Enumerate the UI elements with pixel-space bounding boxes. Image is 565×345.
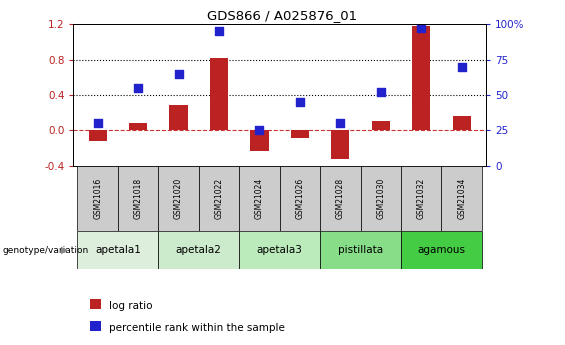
Bar <box>291 130 309 138</box>
Bar <box>250 130 268 150</box>
Bar <box>239 166 280 231</box>
Text: apetala3: apetala3 <box>257 245 303 255</box>
Bar <box>320 231 401 269</box>
Bar <box>401 166 441 231</box>
Bar <box>210 58 228 130</box>
Text: log ratio: log ratio <box>109 301 153 311</box>
Bar <box>331 130 349 158</box>
Bar <box>129 123 147 130</box>
Bar <box>412 26 431 130</box>
Bar <box>77 231 158 269</box>
Bar <box>77 166 118 231</box>
Text: GSM21022: GSM21022 <box>215 178 224 219</box>
Bar <box>158 231 239 269</box>
Bar <box>320 166 360 231</box>
Bar <box>158 166 199 231</box>
Point <box>134 85 143 90</box>
Point <box>295 99 305 105</box>
Text: GSM21020: GSM21020 <box>174 178 183 219</box>
Text: GSM21016: GSM21016 <box>93 178 102 219</box>
Text: GSM21018: GSM21018 <box>134 178 142 219</box>
Text: apetala1: apetala1 <box>95 245 141 255</box>
Bar <box>360 166 401 231</box>
Text: GSM21032: GSM21032 <box>417 178 425 219</box>
Text: percentile rank within the sample: percentile rank within the sample <box>109 323 285 333</box>
Text: GSM21030: GSM21030 <box>376 178 385 219</box>
Bar <box>441 166 482 231</box>
Text: GDS866 / A025876_01: GDS866 / A025876_01 <box>207 9 358 22</box>
Bar <box>170 106 188 130</box>
Bar <box>280 166 320 231</box>
Text: GSM21034: GSM21034 <box>457 178 466 219</box>
Point <box>457 64 466 69</box>
Text: ▶: ▶ <box>61 245 68 255</box>
Bar <box>372 121 390 130</box>
Point <box>336 120 345 126</box>
Bar <box>118 166 158 231</box>
Text: pistillata: pistillata <box>338 245 383 255</box>
Bar <box>199 166 239 231</box>
Text: genotype/variation: genotype/variation <box>3 246 89 255</box>
Point <box>93 120 102 126</box>
Point <box>174 71 183 76</box>
Text: agamous: agamous <box>418 245 466 255</box>
Bar <box>239 231 320 269</box>
Text: GSM21024: GSM21024 <box>255 178 264 219</box>
Point <box>416 26 425 31</box>
Bar <box>453 116 471 130</box>
Text: GSM21026: GSM21026 <box>295 178 305 219</box>
Bar <box>89 130 107 141</box>
Point <box>255 127 264 133</box>
Text: GSM21028: GSM21028 <box>336 178 345 219</box>
Text: apetala2: apetala2 <box>176 245 221 255</box>
Point <box>215 28 224 34</box>
Point <box>376 89 385 95</box>
Bar <box>401 231 482 269</box>
